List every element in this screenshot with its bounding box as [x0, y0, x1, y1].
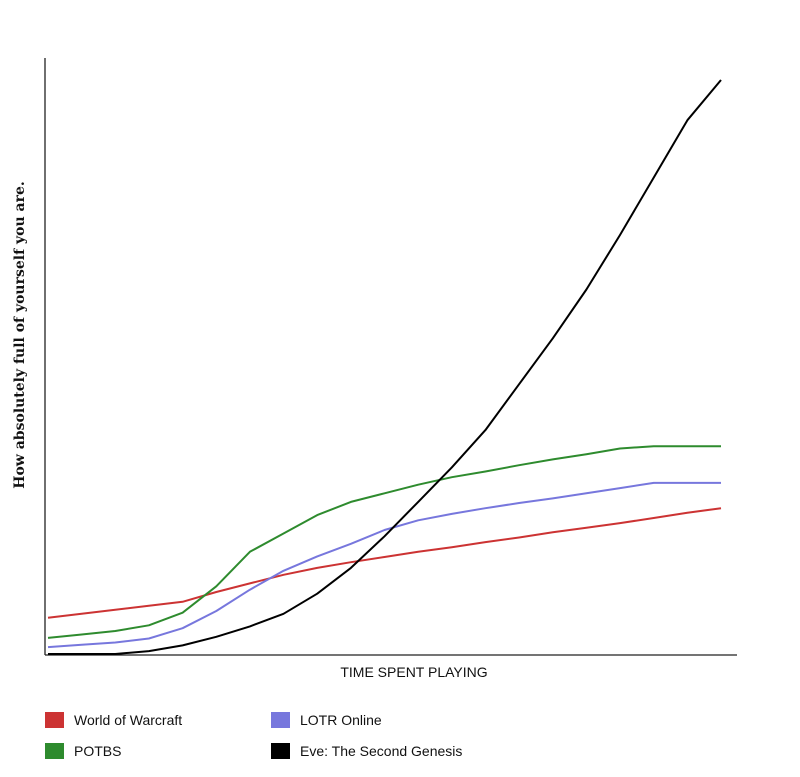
legend-item-eve-the-second-genesis: Eve: The Second Genesis	[271, 743, 462, 759]
legend-item-lotr-online: LOTR Online	[271, 712, 382, 728]
legend-swatch	[271, 712, 290, 728]
x-axis-label: TIME SPENT PLAYING	[340, 664, 488, 680]
series-line-eve-the-second-genesis	[48, 79, 722, 655]
legend-label: LOTR Online	[300, 712, 382, 728]
legend-swatch	[271, 743, 290, 759]
legend-label: Eve: The Second Genesis	[300, 743, 463, 759]
y-axis-label: How absolutely full of yourself you are.	[12, 181, 28, 489]
legend-item-potbs: POTBS	[45, 743, 121, 759]
legend-swatch	[45, 712, 64, 728]
legend-swatch	[45, 743, 64, 759]
series-layer	[47, 79, 722, 655]
series-line-lotr-online	[47, 481, 721, 649]
series-line-world-of-warcraft	[47, 507, 722, 619]
legend-label: POTBS	[74, 743, 122, 759]
legend-item-world-of-warcraft: World of Warcraft	[45, 712, 182, 728]
legend-label: World of Warcraft	[74, 712, 183, 728]
series-line-potbs	[47, 445, 721, 639]
